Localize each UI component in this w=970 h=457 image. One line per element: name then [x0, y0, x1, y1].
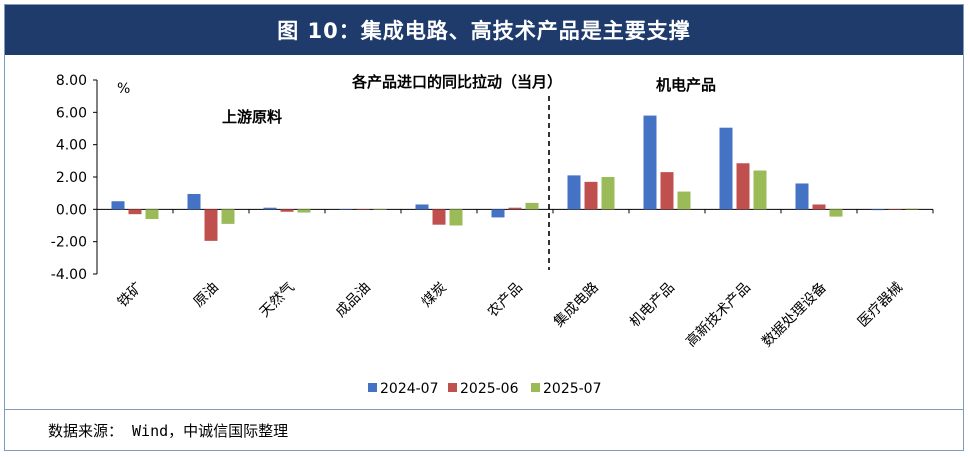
- bar-2025-06: [888, 209, 902, 210]
- bar-2025-06: [584, 181, 598, 210]
- bars: [111, 115, 919, 241]
- bar-2024-07: [415, 204, 429, 210]
- figure-title: 图 10：集成电路、高技术产品是主要支撑: [5, 5, 963, 55]
- bar-2025-07: [677, 191, 691, 210]
- y-tick-label: 8.00: [56, 73, 87, 89]
- y-tick-label: 2.00: [56, 170, 87, 186]
- legend-label: 2024-07: [380, 381, 439, 397]
- x-tick-label: 高新技术产品: [682, 279, 753, 350]
- bar-2025-06: [812, 204, 826, 210]
- bar-2025-07: [145, 209, 159, 220]
- bar-2025-07: [601, 177, 615, 210]
- x-tick-label: 天然气: [256, 279, 298, 321]
- data-source: 数据来源： Wind，中诚信国际整理: [48, 422, 289, 440]
- bar-2025-06: [128, 209, 142, 215]
- bar-2024-07: [187, 193, 201, 210]
- legend-swatch: [448, 383, 457, 392]
- bar-2024-07: [643, 115, 657, 210]
- chart-frame: 图 10：集成电路、高技术产品是主要支撑: [4, 4, 964, 451]
- x-tick-label: 农产品: [485, 280, 526, 321]
- legend-label: 2025-07: [543, 381, 602, 397]
- bar-2024-07: [795, 183, 809, 210]
- bar-2024-07: [567, 175, 581, 210]
- x-tick-label: 煤炭: [419, 280, 450, 311]
- bar-2024-07: [263, 207, 277, 210]
- y-tick-label: -4.00: [51, 267, 87, 283]
- bar-2024-07: [491, 209, 505, 218]
- y-tick-label: -2.00: [51, 235, 87, 251]
- y-axis: 8.00 6.00 4.00 2.00 0.00 -2.00 -4.00: [51, 73, 934, 283]
- bar-2025-07: [449, 209, 463, 226]
- x-tick-label: 集成电路: [550, 279, 602, 331]
- bar-2025-07: [753, 170, 767, 210]
- bar-2024-07: [719, 127, 733, 210]
- y-tick-label: 0.00: [56, 202, 87, 218]
- bar-2025-07: [373, 209, 387, 210]
- x-tick-label: 医疗器械: [855, 280, 906, 331]
- bar-2025-07: [829, 209, 843, 217]
- bar-2024-07: [871, 209, 885, 211]
- bar-2025-07: [297, 209, 311, 213]
- x-tick-label: 机电产品: [627, 280, 678, 331]
- bar-2025-07: [905, 208, 919, 210]
- annotation-upstream: 上游原料: [222, 108, 282, 126]
- x-tick-label: 数据处理设备: [758, 279, 829, 350]
- legend: 2024-07 2025-06 2025-07: [368, 381, 602, 397]
- footer-divider: [4, 409, 964, 410]
- bar-2024-07: [111, 201, 125, 210]
- y-tick-label: 4.00: [56, 138, 87, 154]
- bar-2025-07: [525, 202, 539, 210]
- y-tick-label: 6.00: [56, 105, 87, 121]
- y-unit-label: %: [117, 81, 130, 97]
- annotation-electromech: 机电产品: [656, 76, 716, 94]
- bar-2025-06: [660, 172, 674, 210]
- bar-2025-06: [356, 209, 370, 210]
- legend-swatch: [368, 383, 377, 392]
- bar-2025-07: [221, 209, 235, 224]
- legend-label: 2025-06: [460, 381, 519, 397]
- chart-subtitle: 各产品进口的同比拉动（当月）: [351, 73, 562, 91]
- bar-2025-06: [432, 209, 446, 225]
- x-tick-label: 成品油: [333, 280, 374, 321]
- bar-2025-06: [736, 163, 750, 210]
- category-labels: 铁矿 原油 天然气 成品油 煤炭 农产品 集成电路 机电产品 高新技术产品 数据处理设备 医疗器械: [115, 279, 906, 350]
- legend-swatch: [531, 383, 540, 392]
- bar-2025-06: [280, 209, 294, 212]
- bar-2025-06: [508, 207, 522, 210]
- x-tick-label: 铁矿: [115, 280, 146, 311]
- bar-2024-07: [339, 209, 353, 210]
- x-tick-label: 原油: [191, 280, 222, 311]
- bar-2025-06: [204, 209, 218, 241]
